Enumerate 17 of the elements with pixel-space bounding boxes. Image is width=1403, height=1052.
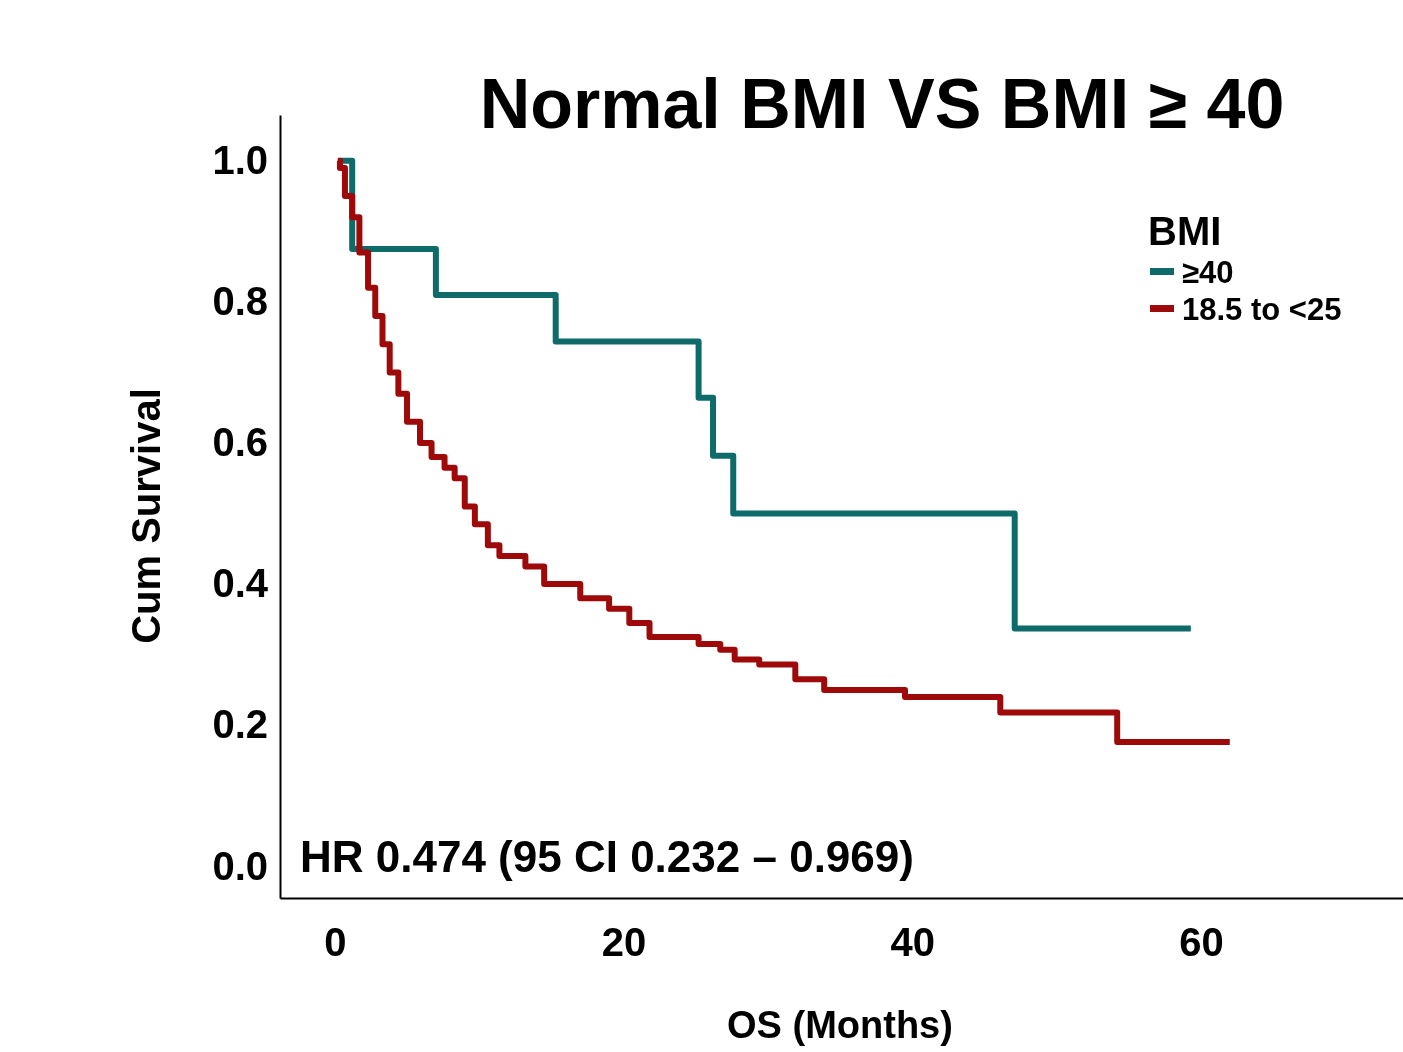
legend-title: BMI [1148,209,1222,253]
y-tick-label: 0.4 [212,561,269,606]
legend-label: 18.5 to <25 [1182,292,1342,327]
y-tick-label: 0.8 [212,279,268,324]
x-tick-label: 40 [890,920,935,965]
chart-title: Normal BMI VS BMI ≥ 40 [479,65,1285,143]
x-tick-label: 0 [324,920,347,965]
y-tick-label: 1.0 [212,138,268,183]
x-tick-label: 20 [601,920,647,965]
x-axis-title: OS (Months) [727,1004,953,1046]
x-tick-label: 60 [1179,920,1224,965]
legend-label: ≥40 [1182,255,1234,290]
y-tick-label: 0.6 [212,420,268,465]
annotation: HR 0.474 (95 CI 0.232 – 0.969) [300,832,914,881]
y-tick-label: 0.0 [212,843,268,888]
y-tick-label: 0.2 [212,702,268,747]
y-axis-title: Cum Survival [124,388,168,644]
